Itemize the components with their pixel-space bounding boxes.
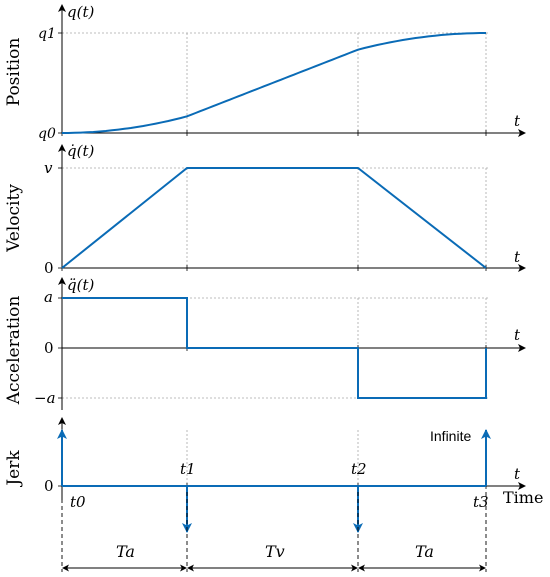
velocity-ylabel: Velocity: [4, 184, 24, 253]
acceleration-series-line: [62, 297, 487, 399]
velocity-axis-var: t: [514, 248, 521, 266]
interval-label-3: Ta: [415, 542, 434, 561]
interval-label-1: Ta: [116, 542, 135, 561]
position-axis-var: t: [514, 112, 521, 130]
velocity-tick-0: 0: [44, 259, 54, 277]
jerk-ylabel: Jerk: [4, 450, 24, 488]
position-axis-symbol: q(t): [67, 3, 94, 21]
chart-marks: [57, 4, 526, 572]
jerk-axis-var: t: [514, 465, 521, 483]
jerk-tick-0: 0: [44, 477, 54, 495]
interval-label-2: Tv: [265, 542, 285, 561]
jerk-annotation: Infinite: [430, 428, 471, 444]
velocity-tick-v: v: [44, 159, 53, 177]
position-tick-q1: q1: [38, 26, 56, 42]
acceleration-ylabel: Acceleration: [4, 296, 24, 406]
time-point-t2: t2: [351, 460, 367, 478]
time-point-t1: t1: [180, 460, 196, 478]
position-tick-q0: q0: [38, 126, 56, 142]
jerk-xlabel: Time: [503, 488, 543, 507]
accel-tick-0: 0: [44, 339, 54, 357]
acceleration-axis-symbol: q̈(t): [67, 276, 94, 294]
position-series-line: [62, 32, 486, 134]
time-point-t0: t0: [70, 493, 86, 511]
velocity-series-line: [61, 167, 487, 269]
position-ylabel: Position: [4, 38, 24, 107]
accel-tick-neg-a: −a: [34, 389, 56, 407]
acceleration-axis-var: t: [514, 326, 521, 344]
time-point-t3: t3: [473, 493, 489, 511]
accel-tick-a: a: [44, 288, 53, 306]
velocity-axis-symbol: q̇(t): [67, 142, 94, 160]
